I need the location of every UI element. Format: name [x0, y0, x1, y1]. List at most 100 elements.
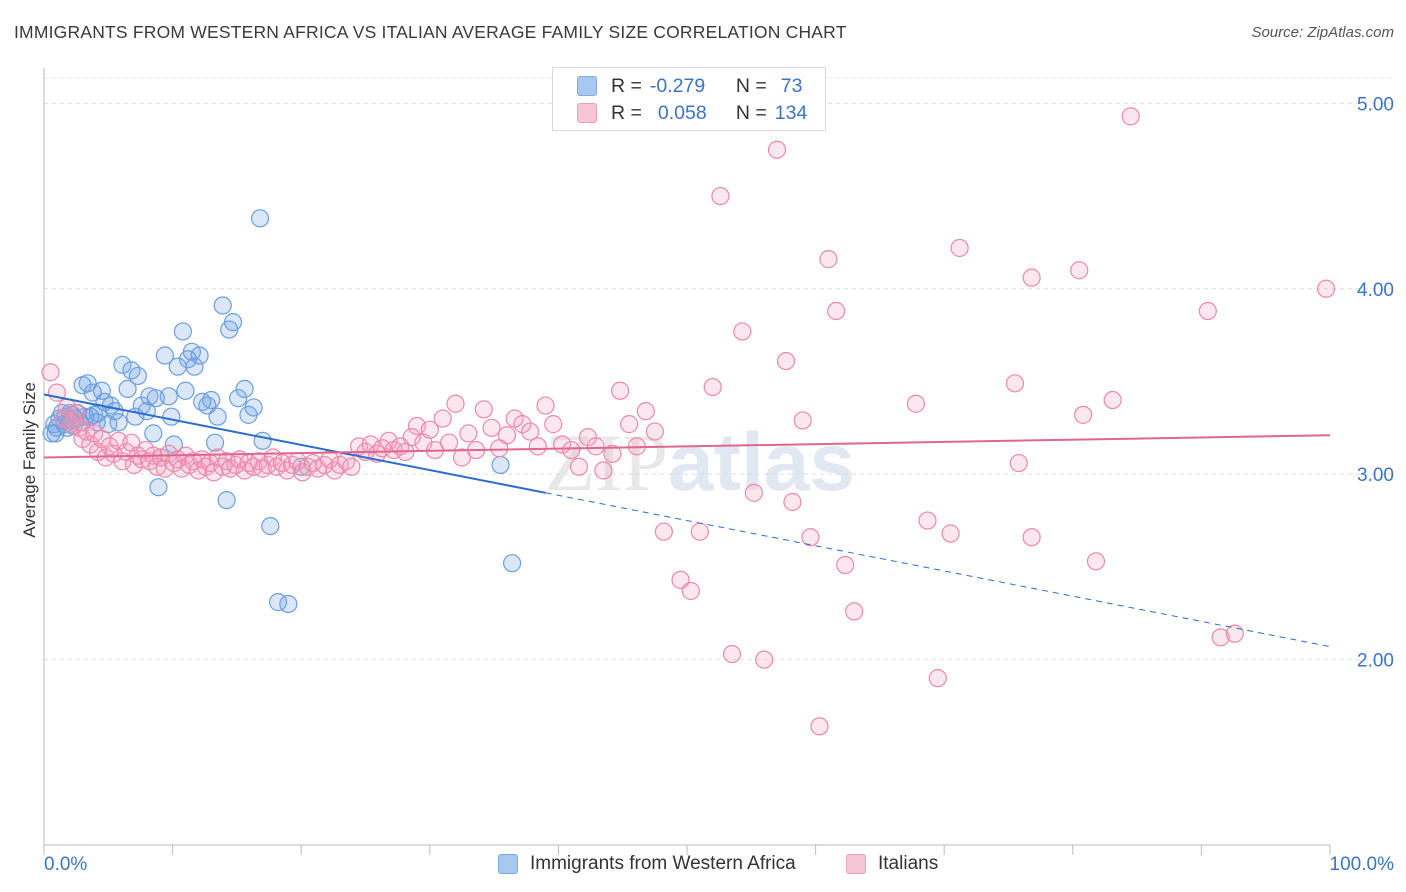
data-point — [474, 400, 493, 419]
data-point — [827, 301, 846, 321]
series-points-italians — [41, 107, 1336, 736]
data-point — [845, 602, 864, 621]
data-point — [941, 524, 960, 543]
data-point — [1198, 301, 1217, 321]
data-point — [439, 433, 459, 452]
data-point — [185, 357, 204, 376]
data-point — [446, 394, 465, 413]
data-point — [711, 186, 730, 206]
data-point — [767, 140, 787, 159]
data-point — [261, 517, 280, 536]
data-point — [202, 390, 221, 410]
legend-r-value: 0.058 — [657, 101, 707, 124]
data-point — [244, 398, 263, 417]
data-point — [810, 717, 829, 736]
data-point — [819, 250, 838, 269]
data-point — [836, 555, 855, 575]
data-point — [793, 411, 812, 430]
data-point — [402, 428, 421, 447]
data-point — [1121, 107, 1140, 126]
legend-swatch-pink — [577, 103, 597, 123]
data-point — [459, 424, 478, 443]
data-point — [603, 444, 622, 463]
data-point — [503, 554, 522, 573]
data-point — [41, 363, 60, 382]
data-point — [342, 457, 361, 476]
data-point — [92, 381, 111, 400]
data-point — [253, 431, 272, 450]
data-point — [544, 415, 563, 434]
legend-n-label: N = — [735, 74, 767, 97]
data-point — [67, 403, 86, 423]
data-point — [87, 413, 106, 432]
legend-label: Immigrants from Western Africa — [530, 853, 796, 874]
trend-line-western-africa-extension — [545, 492, 1331, 648]
data-point — [722, 644, 742, 664]
data-point — [783, 492, 802, 512]
data-point — [113, 355, 132, 374]
data-point — [703, 377, 722, 397]
data-point — [536, 396, 555, 415]
legend-swatch-blue — [577, 76, 597, 96]
data-point — [155, 346, 174, 365]
data-point — [229, 389, 248, 408]
data-point — [109, 413, 128, 432]
legend-n-label: N = — [735, 101, 767, 124]
data-point — [159, 387, 178, 406]
data-point — [1070, 261, 1089, 280]
data-point — [918, 511, 937, 530]
data-point — [645, 422, 664, 441]
data-point — [1103, 390, 1122, 410]
data-point — [433, 409, 452, 428]
data-point — [578, 428, 598, 447]
y-tick-label: 5.00 — [1357, 94, 1394, 115]
tick-labels: 2.00 3.00 4.00 5.00 0.0% 100.0% — [44, 94, 1394, 875]
data-point — [671, 570, 690, 589]
data-point — [1211, 628, 1230, 647]
data-point — [1022, 528, 1041, 547]
data-point — [208, 407, 227, 426]
data-point — [420, 420, 439, 439]
data-point — [1073, 405, 1093, 424]
data-point — [654, 522, 673, 541]
data-point — [562, 440, 581, 460]
legend-r-label: R = — [611, 74, 642, 97]
data-point — [244, 457, 263, 476]
x-tick-label-min: 0.0% — [44, 854, 87, 875]
data-point — [528, 437, 547, 456]
data-point — [681, 581, 700, 601]
data-point — [497, 426, 517, 445]
trend-line-western-africa — [43, 393, 546, 494]
data-point — [690, 522, 709, 541]
legend-row-italians: R = 0.058 N = 134 — [577, 100, 807, 126]
data-point — [1005, 374, 1025, 393]
data-point — [452, 448, 472, 467]
data-point — [140, 387, 159, 406]
data-point — [620, 415, 639, 434]
data-point — [208, 448, 227, 467]
data-point — [586, 437, 605, 456]
data-point — [64, 411, 83, 430]
data-point — [569, 457, 589, 476]
data-point — [144, 424, 163, 443]
x-tick-label-max: 100.0% — [1330, 854, 1395, 875]
y-tick-label: 3.00 — [1357, 465, 1394, 486]
data-point — [1022, 268, 1041, 287]
data-point — [611, 381, 630, 400]
y-tick-label: 2.00 — [1357, 651, 1394, 672]
data-point — [293, 463, 312, 482]
data-point — [379, 431, 398, 450]
legend-item-italians: Italians — [846, 851, 938, 877]
data-point — [277, 461, 297, 480]
legend-n-value: 134 — [774, 101, 808, 124]
data-point — [513, 415, 532, 434]
data-point — [521, 422, 540, 441]
data-point — [128, 366, 147, 386]
trend-lines — [43, 393, 1331, 648]
legend-r-value: -0.279 — [649, 74, 706, 97]
data-point — [950, 238, 969, 258]
data-point — [223, 313, 243, 332]
data-point — [205, 433, 225, 452]
data-point — [162, 407, 181, 426]
gridlines — [44, 77, 1392, 661]
